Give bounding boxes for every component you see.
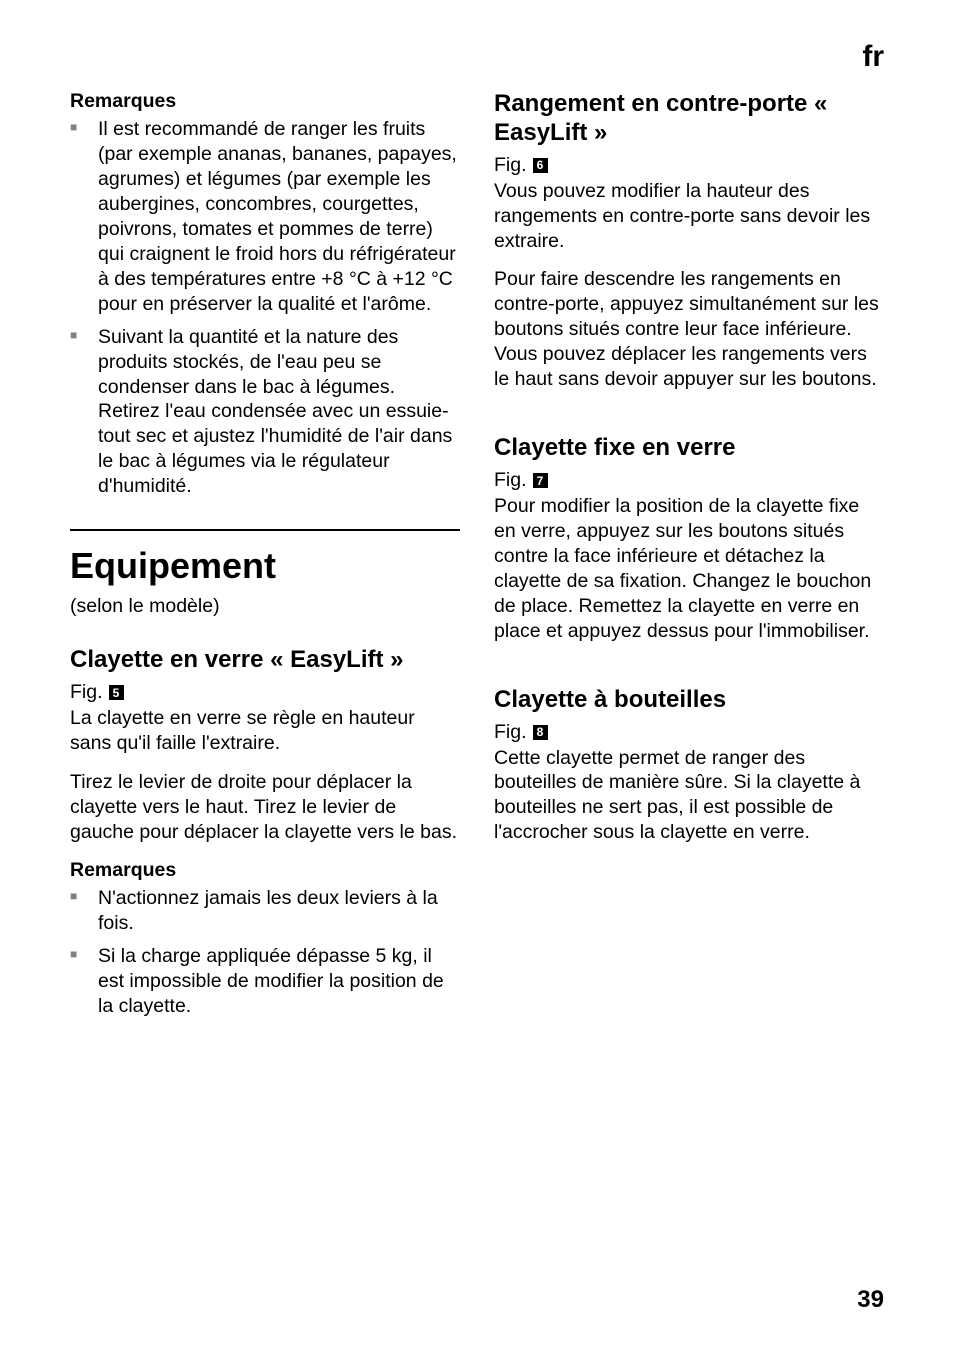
list-item: N'actionnez jamais les deux leviers à la…: [70, 886, 460, 936]
equipment-note: (selon le modèle): [70, 595, 460, 618]
figure-label: Fig.: [70, 681, 103, 704]
figure-number-icon: 8: [533, 725, 548, 740]
clayette-bouteilles-heading: Clayette à bouteilles: [494, 686, 884, 715]
body-paragraph: La clayette en verre se règle en hauteur…: [70, 706, 460, 756]
content-columns: Remarques Il est recommandé de ranger le…: [70, 90, 884, 1027]
rangement-heading: Rangement en contre-porte « EasyLift »: [494, 90, 884, 148]
remarks-heading: Remarques: [70, 859, 460, 882]
page-number: 39: [857, 1286, 884, 1314]
list-item: Si la charge appliquée dépasse 5 kg, il …: [70, 944, 460, 1019]
left-column: Remarques Il est recommandé de ranger le…: [70, 90, 460, 1027]
body-paragraph: Tirez le levier de droite pour déplacer …: [70, 770, 460, 845]
clayette-fixe-heading: Clayette fixe en verre: [494, 434, 884, 463]
section-divider: [70, 529, 460, 531]
figure-reference: Fig. 6: [494, 154, 884, 177]
figure-reference: Fig. 8: [494, 721, 884, 744]
spacer: [494, 406, 884, 434]
figure-label: Fig.: [494, 469, 527, 492]
body-paragraph: Cette clayette permet de ranger des bout…: [494, 746, 884, 846]
remarks-heading: Remarques: [70, 90, 460, 113]
figure-number-icon: 7: [533, 473, 548, 488]
figure-label: Fig.: [494, 721, 527, 744]
body-paragraph: Vous pouvez modifier la hauteur des rang…: [494, 179, 884, 254]
remarks-list-bottom: N'actionnez jamais les deux leviers à la…: [70, 886, 460, 1019]
easylift-heading: Clayette en verre « EasyLift »: [70, 646, 460, 675]
right-column: Rangement en contre-porte « EasyLift » F…: [494, 90, 884, 1027]
spacer: [494, 658, 884, 686]
body-paragraph: Pour faire descendre les rangements en c…: [494, 267, 884, 392]
body-paragraph: Pour modifier la position de la clayette…: [494, 494, 884, 644]
list-item: Il est recommandé de ranger les fruits (…: [70, 117, 460, 317]
remarks-list-top: Il est recommandé de ranger les fruits (…: [70, 117, 460, 499]
page: fr Remarques Il est recommandé de ranger…: [0, 0, 954, 1354]
figure-reference: Fig. 5: [70, 681, 460, 704]
figure-number-icon: 5: [109, 685, 124, 700]
figure-reference: Fig. 7: [494, 469, 884, 492]
equipment-heading: Equipement: [70, 545, 460, 587]
language-mark: fr: [862, 40, 884, 74]
figure-label: Fig.: [494, 154, 527, 177]
list-item: Suivant la quantité et la nature des pro…: [70, 325, 460, 500]
figure-number-icon: 6: [533, 158, 548, 173]
